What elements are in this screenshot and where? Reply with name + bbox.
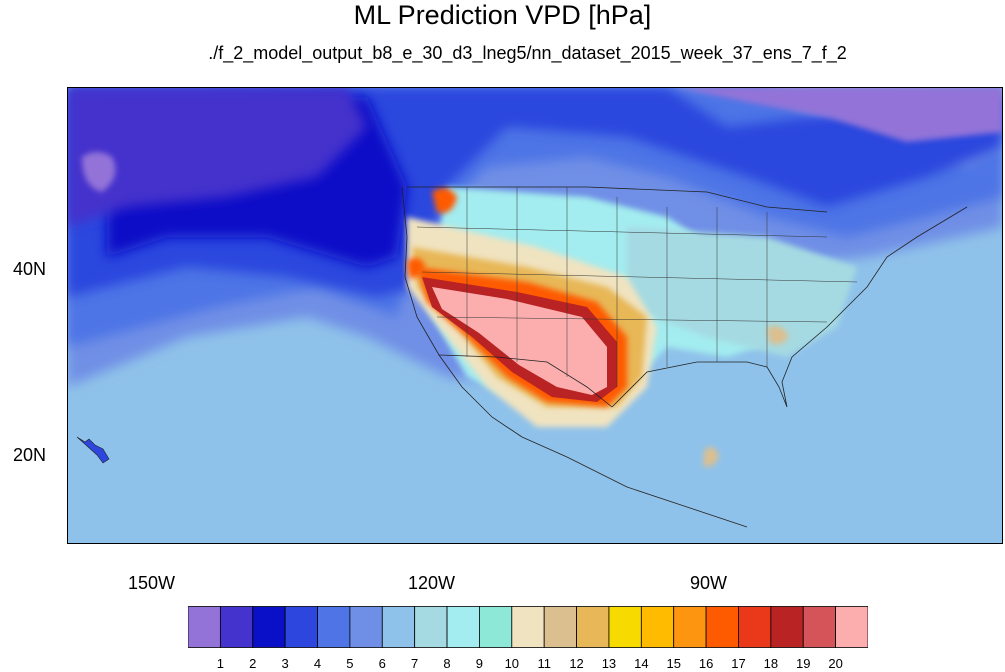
map-frame — [67, 87, 1003, 544]
colorbar-swatch — [543, 606, 577, 648]
colorbar-swatch — [576, 606, 610, 648]
colorbar-tick-label: 7 — [411, 656, 419, 671]
colorbar-tick-label: 5 — [346, 656, 354, 671]
field-hot-nw — [407, 257, 425, 279]
colorbar-tick-label: 8 — [443, 656, 451, 671]
colorbar-tick-label: 9 — [475, 656, 484, 671]
field-hot-north — [432, 188, 457, 213]
colorbar-swatch — [187, 606, 221, 648]
colorbar-tick-label: 19 — [796, 656, 811, 671]
colorbar-swatch — [446, 606, 480, 648]
coastline-gulf — [611, 206, 968, 408]
colorbar-swatch — [317, 606, 351, 648]
colorbar-tick-label: 2 — [249, 656, 257, 671]
colorbar-swatch — [738, 606, 772, 648]
map-title: ML Prediction VPD [hPa] — [353, 0, 652, 30]
field-level-1 — [82, 152, 116, 192]
colorbar-swatch — [673, 606, 707, 648]
colorbar-tick-label: 17 — [731, 656, 746, 671]
colorbar-tick-label: 20 — [828, 656, 843, 671]
colorbar-swatch — [381, 606, 416, 648]
colorbar-tick-label: 6 — [378, 656, 386, 671]
map-subtitle: ./f_2_model_output_b8_e_30_d3_lneg5/nn_d… — [208, 43, 847, 63]
colorbar-swatch — [414, 606, 448, 648]
colorbar-swatch — [640, 606, 675, 648]
colorbar-tick-label: 16 — [698, 656, 714, 671]
field-level-20 — [432, 287, 607, 395]
border-us-mexico — [438, 354, 613, 408]
border-us-canada — [407, 186, 828, 213]
colorbar-swatch — [802, 606, 837, 648]
field-gulf-tan — [767, 325, 789, 345]
field-level-2 — [67, 87, 367, 227]
x-axis-label-150w: 150W — [128, 573, 176, 593]
colorbar-tick-label: 18 — [763, 656, 779, 671]
coastline-west — [401, 186, 523, 438]
colorbar-tick-label: 13 — [601, 656, 617, 671]
hawaii-islands — [76, 436, 110, 464]
colorbar-svg — [187, 606, 869, 648]
x-axis-label-120w: 120W — [408, 573, 456, 593]
colorbar-swatch — [252, 606, 286, 648]
colorbar-tick-label: 15 — [666, 656, 681, 671]
colorbar-swatch — [349, 606, 383, 648]
colorbar-tick-label: 3 — [281, 656, 289, 671]
colorbar-tick-label: 10 — [504, 656, 520, 671]
colorbar-tick-label: 12 — [569, 656, 584, 671]
field-land-teal — [627, 227, 857, 357]
colorbar-swatch — [511, 606, 545, 648]
y-axis-label-40n: 40N — [13, 259, 47, 279]
y-axis-label-20n: 20N — [13, 445, 47, 465]
vpd-map — [67, 87, 1003, 544]
field-mexico-tan — [703, 447, 719, 467]
colorbar-swatch — [608, 606, 642, 648]
colorbar-tick-label: 11 — [537, 656, 551, 671]
colorbar-swatch — [835, 606, 869, 648]
map-canvas — [67, 87, 1003, 544]
field-level-1b — [677, 87, 1003, 142]
colorbar-tick-label: 1 — [216, 656, 224, 671]
colorbar-tick-label: 14 — [634, 656, 649, 671]
colorbar — [187, 606, 869, 648]
colorbar-swatch — [770, 606, 804, 648]
colorbar-swatch — [479, 606, 513, 648]
colorbar-swatch — [705, 606, 739, 648]
colorbar-swatch — [284, 606, 318, 648]
state-borders — [416, 187, 858, 387]
x-axis-label-90w: 90W — [690, 573, 728, 593]
colorbar-tick-label: 4 — [313, 656, 322, 671]
colorbar-swatch — [219, 606, 254, 648]
coastline-mexico — [521, 436, 748, 528]
